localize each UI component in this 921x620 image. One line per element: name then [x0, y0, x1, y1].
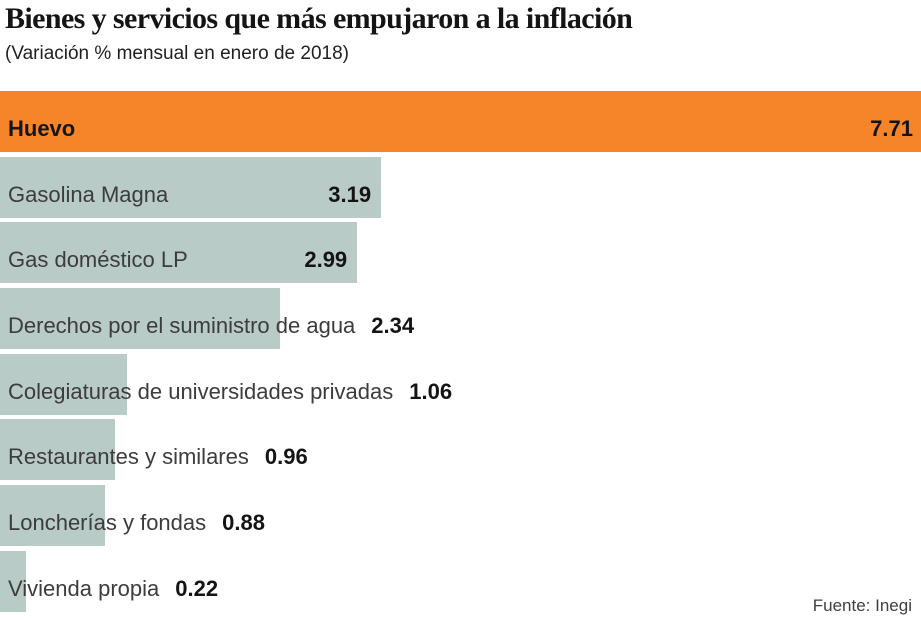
bar-label: Loncherías y fondas	[8, 510, 207, 536]
bar-row: 2.99 Gas doméstico LP	[0, 222, 921, 284]
bar	[0, 288, 280, 350]
bar	[0, 222, 358, 284]
chart-header: Bienes y servicios que más empujaron a l…	[5, 2, 916, 65]
bar-row: Vivienda propia 0.22	[0, 550, 921, 612]
bar-row: Colegiaturas de universidades privadas 1.…	[0, 353, 921, 415]
bar-value: 0.22	[175, 575, 219, 601]
chart-title: Bienes y servicios que más empujaron a l…	[5, 2, 633, 35]
bar-label: Colegiaturas de universidades privadas	[8, 378, 394, 404]
bar	[0, 353, 127, 415]
chart-subtitle: (Variación % mensual en enero de 2018)	[5, 43, 349, 64]
bar-row: Derechos por el suministro de agua 2.34	[0, 288, 921, 350]
bar-label: Huevo	[8, 116, 76, 141]
bar-label: Gas doméstico LP	[8, 247, 188, 273]
bar-row: 3.19 Gasolina Magna	[0, 156, 921, 218]
bar-row: 7.71 Huevo	[0, 91, 921, 152]
source-note: Fuente: Inegi	[812, 596, 912, 615]
bar	[0, 91, 921, 152]
bar-row: Restaurantes y similares 0.96	[0, 419, 921, 481]
bar-value: 2.99	[304, 247, 348, 273]
bar-labelline: Derechos por el suministro de agua 2.34	[8, 315, 414, 337]
bar	[0, 485, 106, 547]
bar-value: 2.34	[371, 313, 415, 339]
bar-labelline: Loncherías y fondas 0.88	[8, 512, 265, 534]
bar	[0, 550, 27, 612]
bar-label: Restaurantes y similares	[8, 444, 249, 470]
bar-labelline: Vivienda propia 0.22	[8, 575, 219, 601]
bar-value: 0.96	[264, 444, 308, 470]
bar-label: Gasolina Magna	[8, 181, 169, 207]
bar-labelline: Huevo	[8, 118, 75, 140]
bar-label: Derechos por el suministro de agua	[8, 313, 356, 339]
bar-chart: 7.71 Huevo 3.19 Gasolina Magna 2.99 Gas domés…	[0, 91, 921, 612]
bar-value: 1.06	[409, 378, 453, 404]
bar-value: 0.88	[222, 510, 265, 536]
bar-value: 3.19	[328, 181, 372, 207]
bar-value: 7.71	[870, 116, 913, 141]
bar	[0, 419, 115, 481]
bar-labelline: Restaurantes y similares 0.96	[8, 446, 308, 468]
bar-labelline: Gas doméstico LP	[8, 249, 188, 271]
bar-row: Loncherías y fondas 0.88	[0, 485, 921, 547]
bar-label: Vivienda propia	[8, 575, 160, 601]
bar	[0, 156, 382, 218]
bar-labelline: Colegiaturas de universidades privadas 1.…	[8, 378, 453, 404]
bar-labelline: Gasolina Magna	[8, 181, 169, 207]
